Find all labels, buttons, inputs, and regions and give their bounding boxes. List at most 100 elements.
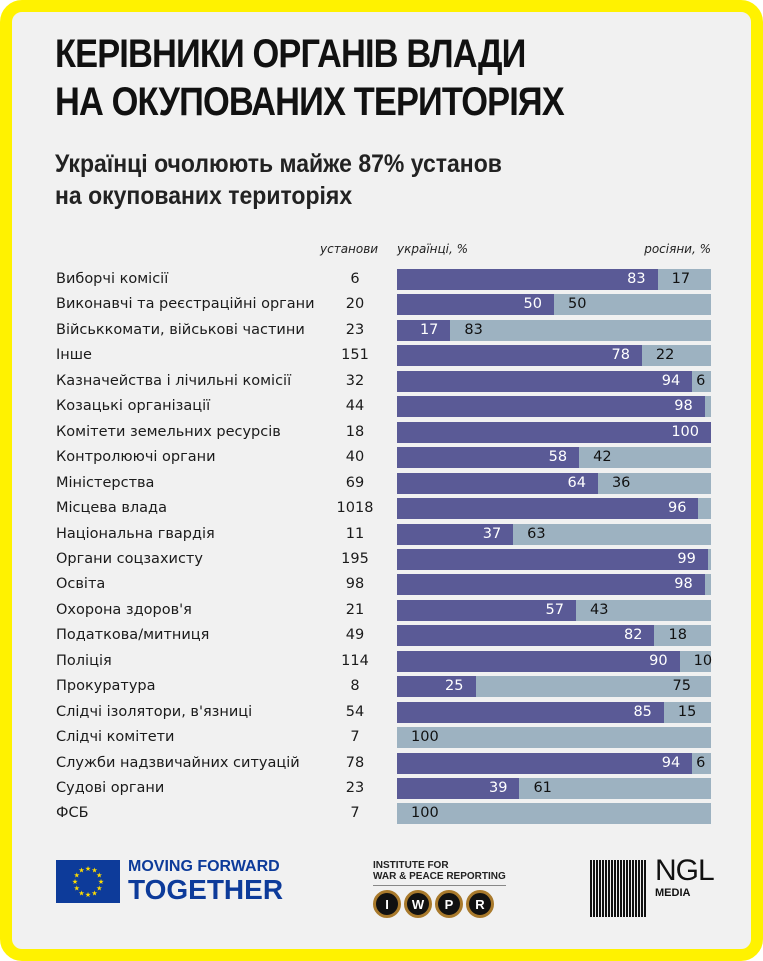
value-label-ukrainians: 98 (674, 576, 693, 593)
iwpr-line-1: INSTITUTE FOR (373, 860, 449, 871)
category-label: Слідчі ізолятори, в'язниці (56, 703, 253, 720)
chart-row: Прокуратура 8 25 75 (0, 676, 763, 698)
eu-star-icon: ★ (74, 872, 80, 880)
value-label-ukrainians: 85 (633, 703, 652, 720)
category-label: Національна гвардія (56, 525, 215, 542)
iwpr-key-p: P (435, 890, 463, 918)
value-label-russians: 22 (655, 347, 675, 364)
institution-count: 195 (341, 550, 369, 567)
bar-ukrainians (397, 701, 664, 723)
institution-count: 98 (345, 576, 365, 593)
bar-russians: 83 17 (397, 269, 711, 290)
bar-ukrainians (397, 294, 554, 316)
chart-row: Козацькі організації 44 98 (0, 396, 763, 418)
institution-count: 151 (341, 347, 369, 364)
eu-star-icon: ★ (78, 889, 84, 897)
bar-russians: 100 (397, 727, 711, 749)
subtitle: Українці очолюють майже 87% установ на о… (55, 148, 502, 212)
bar-ukrainians (397, 498, 699, 520)
institution-count: 18 (345, 423, 365, 440)
bar-russians: 100 (397, 421, 711, 443)
bar-russians: 39 61 (397, 778, 711, 799)
eu-star-icon: ★ (72, 878, 78, 886)
bar-russians: 94 6 (397, 370, 711, 392)
bar-ukrainians (397, 447, 580, 469)
chart-row: Комітети земельних ресурсів 18 100 (0, 421, 763, 444)
value-label-russians: 83 (464, 321, 483, 338)
bar-ukrainians (397, 370, 693, 392)
eu-logo-text: MOVING FORWARD TOGETHER (128, 858, 283, 904)
eu-logo-line-1: MOVING FORWARD (128, 858, 280, 875)
bar-russians: 85 15 (397, 701, 711, 723)
category-label: Органи соцзахисту (56, 550, 203, 567)
eu-star-icon: ★ (96, 885, 102, 893)
bar-russians: 58 42 (397, 447, 711, 469)
value-label-ukrainians: 78 (611, 347, 630, 364)
value-label-russians: 18 (668, 627, 687, 644)
ngl-logo-subtext: MEDIA (655, 887, 691, 899)
iwpr-logo: INSTITUTE FOR WAR & PEACE REPORTING I W … (373, 860, 506, 918)
legend-ukrainians: українці, % (397, 242, 469, 256)
bar-ukrainians (397, 269, 658, 290)
institution-count: 20 (345, 296, 365, 313)
value-label-russians: 6 (696, 754, 706, 771)
category-label: Виборчі комісії (56, 271, 169, 287)
institution-count: 69 (345, 474, 365, 491)
eu-star-icon: ★ (91, 867, 97, 875)
value-label-russians: 42 (593, 449, 612, 466)
iwpr-divider (373, 885, 506, 886)
bar-russians: 64 36 (397, 472, 711, 494)
chart-row: Освіта 98 98 (0, 574, 763, 596)
bar-russians: 99 (397, 548, 711, 570)
chart-row: Виборчі комісії 6 83 17 (0, 269, 763, 291)
partner-logos: ★ ★ ★ ★ ★ ★ ★ ★ ★ ★ ★ ★ MOVING FORWARD TOGETHER INS… (0, 850, 763, 930)
bar-russians: 37 63 (397, 523, 711, 545)
bar-ukrainians (397, 752, 693, 774)
value-label-ukrainians: 94 (661, 372, 681, 389)
bar-ukrainians (397, 548, 708, 570)
eu-star-icon: ★ (98, 878, 104, 886)
value-label-russians: 61 (533, 780, 552, 796)
chart-row: Слідчі комітети 7 100 (0, 727, 763, 749)
bar-ukrainians (397, 778, 520, 799)
category-label: Казначейства і лічильні комісії (56, 372, 292, 389)
value-label-russians: 63 (527, 525, 546, 542)
value-label-ukrainians: 37 (482, 525, 502, 542)
institution-count: 1018 (336, 500, 374, 517)
chart-row: Податкова/митниця 49 82 18 (0, 625, 763, 647)
subtitle-line-2: на окупованих територіях (55, 182, 353, 210)
bar-ukrainians (397, 574, 705, 596)
category-label: Міністерства (56, 474, 155, 491)
page-title: КЕРІВНИКИ ОРГАНІВ ВЛАДИ НА ОКУПОВАНИХ ТЕ… (55, 30, 565, 126)
bar-ukrainians (397, 599, 576, 621)
value-label-ukrainians: 25 (445, 678, 464, 695)
chart-row: Охорона здоров'я 21 57 43 (0, 599, 763, 622)
value-label-russians: 100 (411, 805, 439, 822)
chart-row: Місцева влада 1018 96 (0, 498, 763, 520)
category-label: Комітети земельних ресурсів (56, 423, 281, 440)
value-label-russians: 10 (693, 652, 713, 669)
bar-russians: 78 22 (397, 345, 711, 367)
category-label: Інше (56, 347, 92, 364)
chart-row: Служби надзвичайних ситуацій 78 94 6 (0, 752, 763, 775)
institution-count: 23 (345, 780, 365, 796)
value-label-ukrainians: 99 (677, 550, 696, 567)
institution-count: 6 (350, 271, 360, 287)
institution-count: 11 (345, 525, 365, 542)
bar-russians: 98 (397, 574, 711, 596)
legend-russians: росіяни, % (644, 242, 711, 256)
bar-ukrainians (397, 345, 642, 367)
chart-row: Виконавчі та реєстраційні органи 20 50 50 (0, 294, 763, 316)
bar-ukrainians (397, 625, 655, 647)
bar-russians: 90 10 (397, 650, 713, 672)
chart-row: Інше 151 78 22 (0, 345, 763, 367)
iwpr-key-i: I (373, 890, 401, 918)
value-label-ukrainians: 90 (649, 652, 668, 669)
category-label: Освіта (56, 576, 106, 593)
institution-count: 40 (345, 449, 365, 466)
category-label: Військкомати, військові частини (56, 321, 305, 338)
bar-russians: 17 83 (397, 319, 711, 341)
chart-row: Слідчі ізолятори, в'язниці 54 85 15 (0, 701, 763, 724)
value-label-ukrainians: 100 (671, 423, 699, 440)
iwpr-key-r: R (466, 890, 494, 918)
